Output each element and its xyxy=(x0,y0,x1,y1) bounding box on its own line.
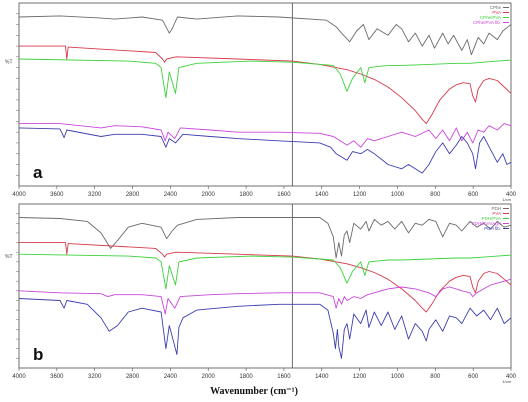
x-tick-label: 1000 xyxy=(391,192,405,198)
series-line xyxy=(18,278,512,315)
legend-entry: CPhe/PVA xyxy=(480,15,501,20)
x-tick-label: 1800 xyxy=(239,192,253,198)
x-tick-label: 2400 xyxy=(164,374,178,380)
legend-entry: PDH/PVA/AgN xyxy=(472,221,501,226)
x-tick-label: 2400 xyxy=(164,192,178,198)
panel-b: %T 4000 3600 3200 2800 2400 2000 1800 1600 1400 12… xyxy=(5,203,517,384)
legend-entry: PVA xyxy=(492,10,501,15)
legend-entry: PDH/PVA xyxy=(482,216,501,221)
plot-frame xyxy=(18,203,512,369)
x-tick-label: 4000 xyxy=(12,374,26,380)
legend-entry: CPhe/PVA fib. xyxy=(473,20,501,25)
x-tick-label: 400 xyxy=(506,192,517,198)
x-tick-label: 1400 xyxy=(315,374,329,380)
x-tick-label: 2800 xyxy=(126,374,140,380)
x-tick-label: 400 xyxy=(506,374,517,380)
series-line xyxy=(18,217,512,259)
series-line xyxy=(18,127,512,174)
y-axis-label: %T xyxy=(5,254,13,260)
series-line xyxy=(18,298,512,359)
x-tick-label: 800 xyxy=(430,192,441,198)
x-tick-label: 2000 xyxy=(202,192,216,198)
x-tick-label: 1200 xyxy=(353,374,367,380)
series-line xyxy=(18,58,512,99)
series-line xyxy=(19,45,512,125)
x-tick-label: 1200 xyxy=(353,192,367,198)
plot-frame xyxy=(18,2,512,187)
x-tick-label: 1400 xyxy=(315,192,329,198)
x-unit-label: 1/cm xyxy=(502,197,511,202)
x-axis-title: Wavenumber (cm⁻¹) xyxy=(210,386,298,397)
series-line xyxy=(18,253,512,290)
legend-entry: PDH xyxy=(491,206,501,211)
x-tick-label: 4000 xyxy=(12,192,26,198)
x-tick-label: 1800 xyxy=(239,374,253,380)
legend-entry: PDH fib. xyxy=(484,226,501,231)
x-tick-label: 600 xyxy=(468,192,479,198)
legend-entry: CPhe xyxy=(490,5,502,10)
panel-tag: b xyxy=(33,345,43,364)
y-axis-label: %T xyxy=(5,59,13,65)
x-tick-label: 1600 xyxy=(277,192,291,198)
x-tick-label: 3600 xyxy=(50,374,64,380)
x-unit-label: 1/cm xyxy=(502,379,511,384)
series-line xyxy=(19,123,512,148)
panel-tag: a xyxy=(33,163,43,182)
series-line xyxy=(18,15,512,56)
x-tick-label: 3600 xyxy=(50,192,64,198)
x-tick-label: 2000 xyxy=(202,374,216,380)
x-tick-label: 2800 xyxy=(126,192,140,198)
x-tick-label: 1600 xyxy=(277,374,291,380)
panel-a: %T 4000 3600 3200 2800 2400 2000 1800 1600 1400 12… xyxy=(5,2,517,202)
x-tick-label: 3200 xyxy=(88,192,102,198)
x-tick-label: 800 xyxy=(430,374,441,380)
legend-entry: PVA xyxy=(492,211,501,216)
series-line xyxy=(19,242,512,313)
x-tick-label: 600 xyxy=(468,374,479,380)
x-tick-label: 3200 xyxy=(88,374,102,380)
x-tick-label: 1000 xyxy=(391,374,405,380)
